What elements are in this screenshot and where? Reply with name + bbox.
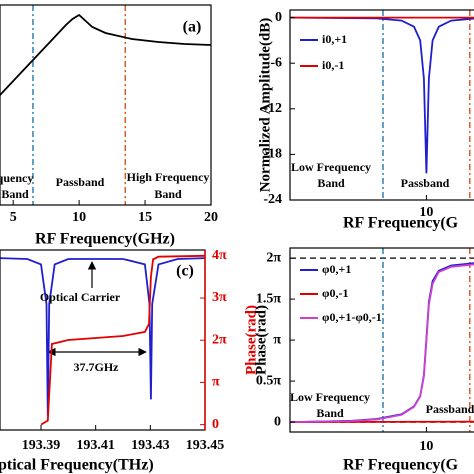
axes-frame: [0, 4, 212, 206]
x-tick-label: 20: [204, 210, 218, 225]
x-tick-label: 10: [419, 205, 433, 220]
panel-label: (a): [183, 19, 202, 36]
x-tick-label: 193.45: [186, 438, 225, 453]
series-line: [0, 257, 205, 416]
y-tick-label: -12: [263, 101, 282, 116]
annotation: Band: [1, 187, 29, 201]
legend-label: φ0,+1-φ0,-1: [322, 310, 382, 324]
series-line: [290, 16, 474, 174]
y-tick-label: 0.5π: [256, 373, 282, 388]
legend-label: φ0,-1: [322, 286, 348, 300]
y-tick-label: 2π: [266, 250, 281, 265]
panel-label: (c): [176, 263, 194, 280]
y-tick-label: 1.5π: [256, 291, 282, 306]
x-tick-label: 5: [10, 210, 17, 225]
series-line: [290, 263, 474, 423]
x-tick-label: 193.43: [131, 438, 170, 453]
annotation: Low Frequency: [291, 160, 371, 174]
y-tick-label: 0: [274, 414, 281, 429]
plot-area: [290, 10, 474, 200]
y-tick-label: -24: [263, 192, 282, 207]
y2-tick-label: 3π: [212, 290, 227, 305]
annotation: High Frequency: [127, 170, 210, 184]
x-axis-label: RF Frequency(GHz): [35, 231, 175, 248]
x-axis-label: RF Frequency(G: [343, 457, 459, 474]
axes-frame: [0, 249, 206, 431]
legend-label: i0,-1: [322, 58, 344, 72]
annotation: Low Frequency: [290, 390, 370, 404]
annotation: quency: [0, 171, 33, 185]
plot-area: [290, 248, 474, 432]
axes-frame: [289, 9, 474, 201]
annotation: Passband: [426, 402, 474, 416]
x-axis-label: RF Frequency(G: [343, 215, 459, 232]
legend-label: φ0,+1: [322, 262, 351, 276]
annotation: Band: [154, 187, 182, 201]
x-tick-label: 10: [72, 210, 86, 225]
annotation: Optical Carrier: [40, 290, 121, 304]
plot-area: [0, 254, 205, 426]
y-tick-label: -18: [263, 147, 282, 162]
plot-area: [0, 5, 211, 205]
y-tick-label: 0: [275, 10, 282, 25]
y-tick-label: -6: [270, 55, 282, 70]
y-axis-label: Normalized Amplitude(dB): [257, 18, 273, 193]
x-axis-label: ptical Frequency(THz): [0, 457, 154, 474]
x-tick-label: 193.39: [22, 438, 61, 453]
annotation: Passband: [56, 175, 105, 189]
series-line: [40, 254, 205, 426]
y2-tick-label: 4π: [212, 248, 227, 263]
y2-tick-label: π: [212, 375, 220, 390]
x-tick-label: 193.41: [76, 438, 115, 453]
legend-label: i0,+1: [322, 32, 347, 46]
y2-tick-label: 2π: [212, 332, 227, 347]
annotation: Band: [317, 176, 345, 190]
x-tick-label: 10: [419, 439, 433, 454]
annotation: 37.7GHz: [74, 360, 120, 374]
y-tick-label: π: [273, 332, 281, 347]
y2-tick-label: 0: [212, 417, 219, 432]
annotation: Passband: [401, 176, 450, 190]
y2-axis-label: Phase(rad): [243, 305, 259, 375]
series-line: [0, 13, 211, 96]
y-axis-label: Phase(rad): [253, 305, 269, 375]
annotation: Band: [316, 406, 344, 420]
x-tick-label: 15: [138, 210, 152, 225]
